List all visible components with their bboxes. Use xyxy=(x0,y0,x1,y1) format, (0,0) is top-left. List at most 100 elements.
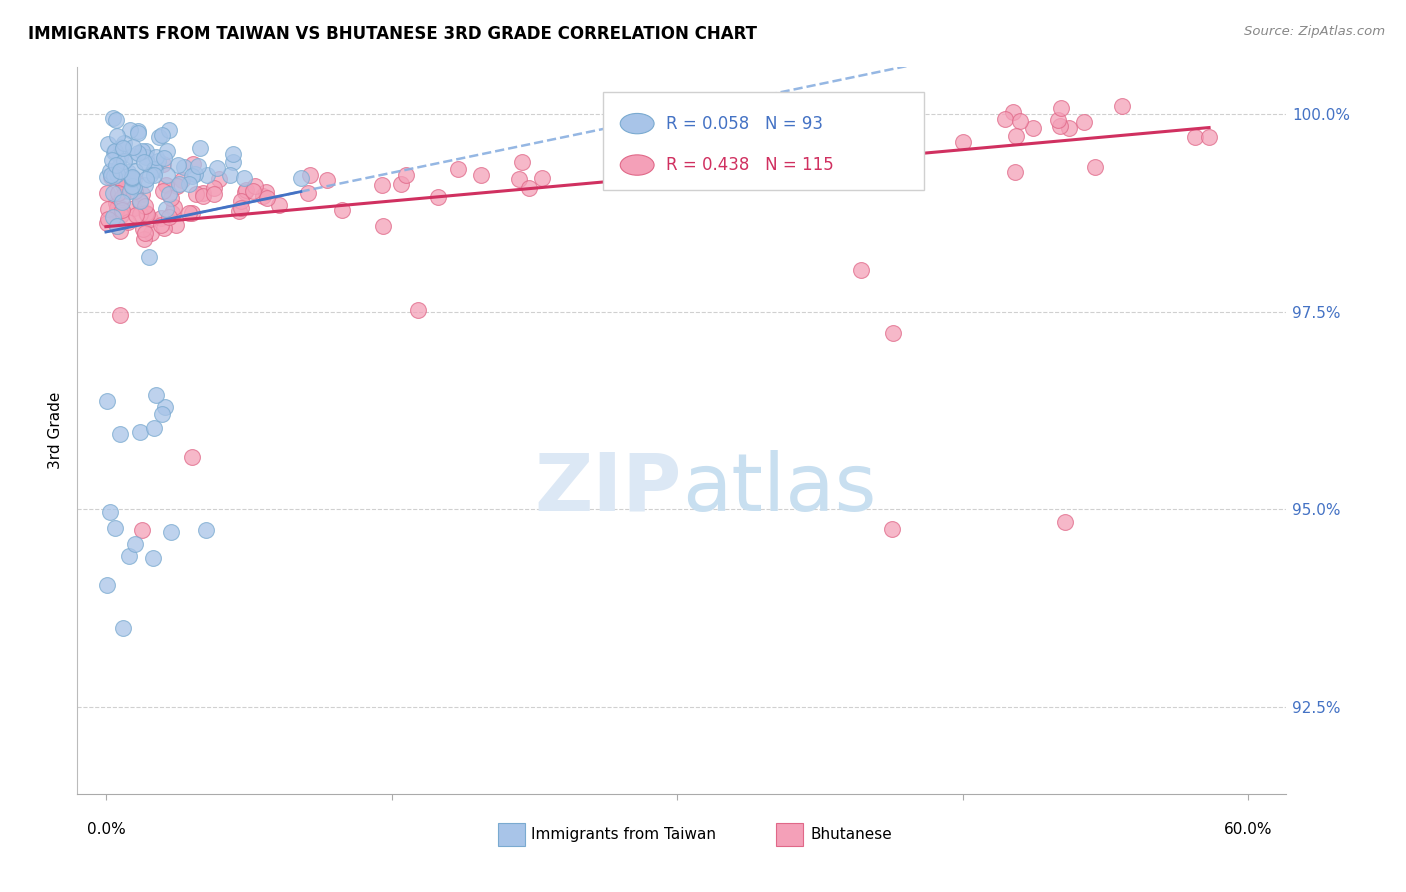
Point xyxy=(110,150,132,164)
Point xyxy=(231,201,253,215)
Point xyxy=(153,220,176,235)
Point xyxy=(131,144,153,158)
Point xyxy=(167,177,190,191)
Point xyxy=(880,522,903,536)
Point xyxy=(156,168,179,182)
Point xyxy=(179,177,201,191)
Point xyxy=(134,199,156,213)
Point xyxy=(104,521,127,535)
Point xyxy=(121,170,143,185)
Text: atlas: atlas xyxy=(682,450,876,527)
Point xyxy=(118,549,141,563)
Point xyxy=(121,172,143,186)
Point xyxy=(395,169,418,183)
Point xyxy=(256,191,278,205)
Point xyxy=(117,165,139,179)
Point xyxy=(1198,130,1220,145)
Point xyxy=(298,169,321,183)
Text: 60.0%: 60.0% xyxy=(1225,822,1272,837)
Point xyxy=(132,222,155,236)
Point xyxy=(143,162,166,177)
Bar xyxy=(776,823,803,847)
Point xyxy=(124,184,146,198)
Point xyxy=(181,206,204,220)
Point xyxy=(166,158,188,172)
Text: ZIP: ZIP xyxy=(534,450,682,527)
Point xyxy=(143,421,166,435)
Point xyxy=(1004,164,1026,178)
Point xyxy=(134,226,156,240)
Point xyxy=(510,155,533,169)
Point xyxy=(132,231,155,245)
Bar xyxy=(498,823,524,847)
Point xyxy=(657,169,679,183)
Point xyxy=(98,505,121,519)
Point xyxy=(101,210,124,224)
Point xyxy=(184,186,207,201)
Point xyxy=(252,189,274,203)
Point xyxy=(508,171,530,186)
Point xyxy=(149,211,172,225)
Point xyxy=(100,170,122,185)
Point xyxy=(110,172,132,186)
Point xyxy=(202,187,225,202)
Point xyxy=(118,123,141,137)
Point xyxy=(1111,99,1133,113)
Point xyxy=(519,180,541,194)
Point xyxy=(118,185,141,199)
Point xyxy=(138,250,160,264)
Point xyxy=(994,112,1017,126)
Point xyxy=(145,388,167,402)
Point xyxy=(853,157,876,171)
Point xyxy=(152,157,174,171)
Point xyxy=(131,186,153,201)
Point xyxy=(184,167,207,181)
Point xyxy=(128,207,150,221)
Point xyxy=(135,150,157,164)
Point xyxy=(139,168,162,182)
Point xyxy=(96,216,118,230)
Point xyxy=(243,178,266,193)
Point xyxy=(427,190,450,204)
Point xyxy=(124,163,146,178)
Point xyxy=(103,169,125,183)
Point xyxy=(160,191,183,205)
Point xyxy=(103,145,125,159)
Point xyxy=(208,172,231,186)
Text: 0.0%: 0.0% xyxy=(87,822,125,837)
Circle shape xyxy=(620,155,654,175)
Point xyxy=(180,169,202,183)
Point xyxy=(101,186,124,201)
Text: Bhutanese: Bhutanese xyxy=(810,827,891,842)
Point xyxy=(882,326,904,340)
Point xyxy=(222,154,245,169)
Point xyxy=(117,179,139,194)
Point xyxy=(139,227,162,241)
Point xyxy=(1005,129,1028,144)
Point xyxy=(901,141,924,155)
Point xyxy=(153,151,176,165)
Point xyxy=(108,161,131,175)
Point xyxy=(330,202,353,217)
Point xyxy=(202,181,225,195)
Point xyxy=(633,120,655,135)
Point xyxy=(124,537,146,551)
Point xyxy=(111,621,134,635)
Point xyxy=(155,202,177,216)
Point xyxy=(100,168,122,182)
Point xyxy=(1184,129,1206,144)
Point xyxy=(105,128,128,143)
Point xyxy=(142,168,165,182)
Point xyxy=(117,215,139,229)
Point xyxy=(1047,112,1070,127)
Point xyxy=(849,262,872,277)
Point xyxy=(157,210,180,224)
Point xyxy=(103,111,125,125)
Point xyxy=(269,197,291,211)
Point xyxy=(111,203,134,218)
Point xyxy=(406,303,429,318)
Point xyxy=(104,158,127,172)
Point xyxy=(134,155,156,169)
Point xyxy=(160,205,183,219)
Bar xyxy=(603,93,924,191)
